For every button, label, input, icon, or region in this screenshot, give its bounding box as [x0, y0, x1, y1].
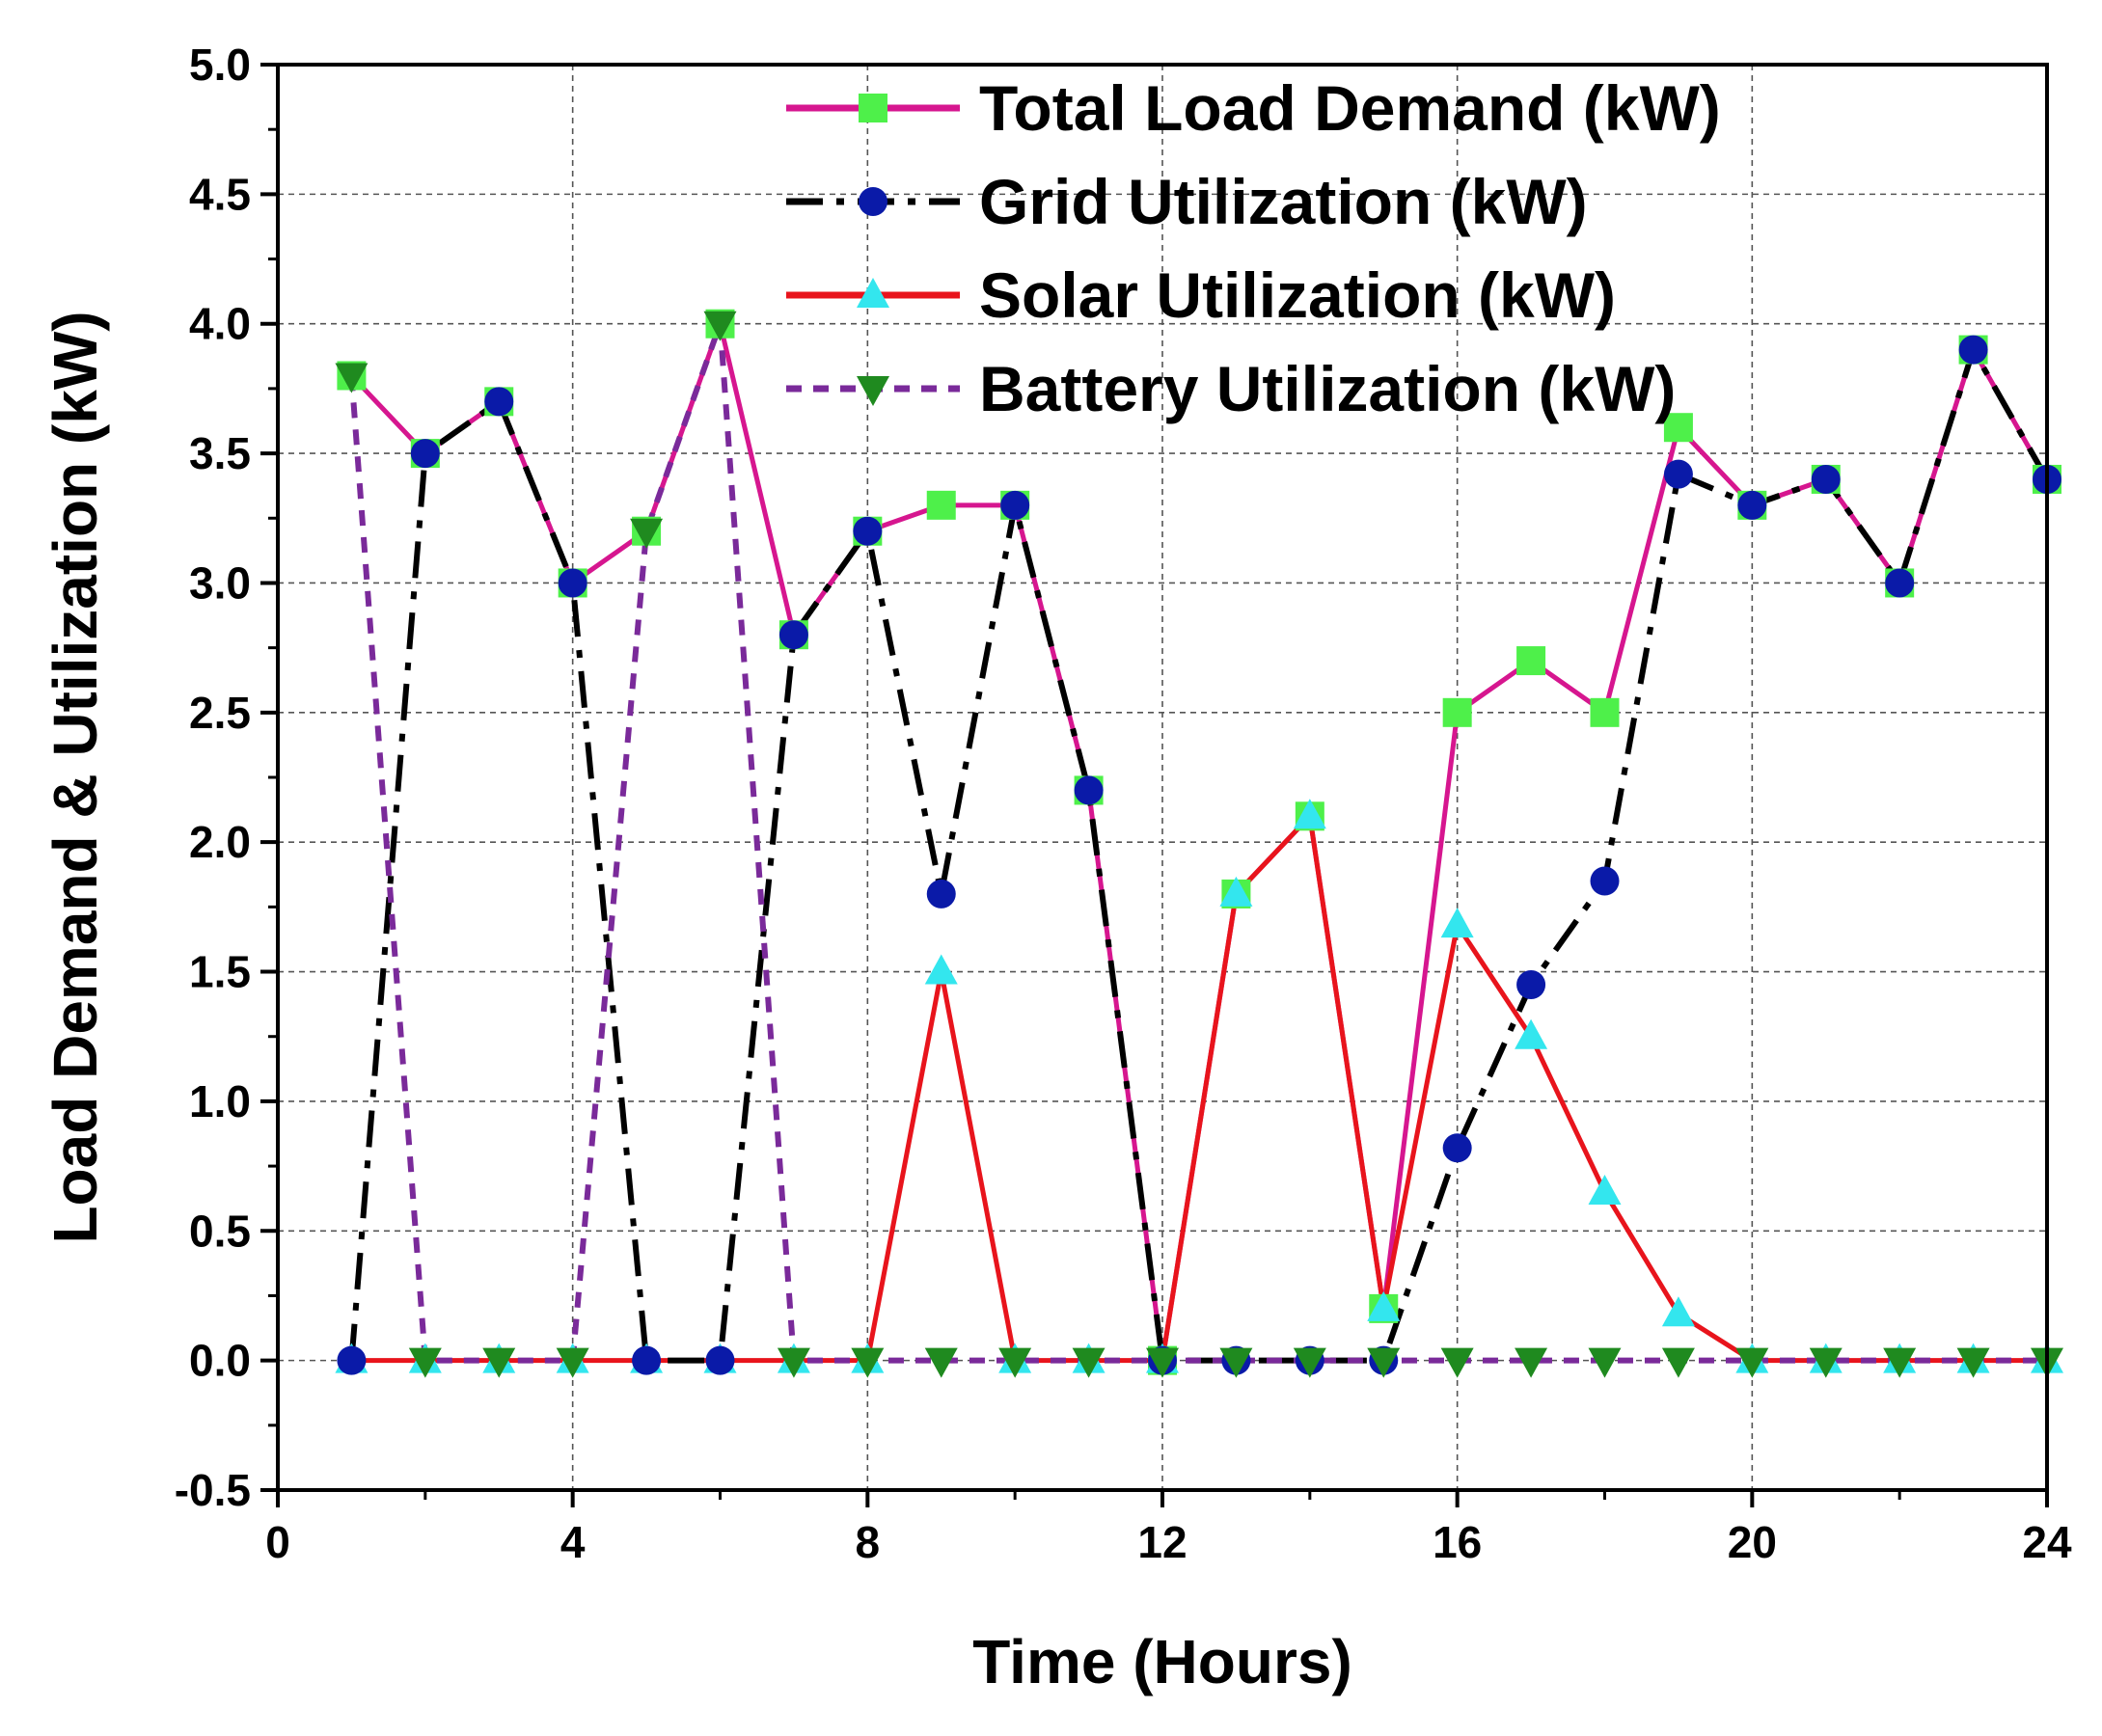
data-point-solar-utilization-kw	[1367, 1290, 1401, 1321]
data-point-total-load-demand-kw	[926, 490, 956, 520]
legend-label-grid-utilization-kw: Grid Utilization (kW)	[979, 166, 1588, 237]
legend: Total Load Demand (kW) Grid Utilization (…	[786, 72, 1721, 424]
data-point-battery-utilization-kw	[924, 1347, 958, 1378]
data-point-grid-utilization-kw	[705, 1345, 735, 1375]
legend-label-total-load-demand-kw: Total Load Demand (kW)	[979, 72, 1721, 144]
data-point-battery-utilization-kw	[1661, 1347, 1695, 1378]
y-tick-label: 0.0	[189, 1336, 251, 1386]
data-point-grid-utilization-kw	[1811, 464, 1841, 494]
data-point-battery-utilization-kw	[482, 1347, 516, 1378]
data-point-grid-utilization-kw	[1074, 775, 1104, 805]
data-point-grid-utilization-kw	[558, 568, 587, 598]
data-point-total-load-demand-kw	[1590, 697, 1620, 727]
data-point-grid-utilization-kw	[926, 879, 956, 909]
series-lines	[348, 320, 2050, 1364]
x-tick-label: 16	[1433, 1517, 1482, 1567]
y-tick-label: 3.0	[189, 557, 251, 608]
data-point-battery-utilization-kw	[1735, 1347, 1769, 1378]
data-point-solar-utilization-kw	[1515, 1018, 1548, 1049]
data-point-grid-utilization-kw	[778, 620, 808, 650]
data-point-solar-utilization-kw	[1588, 1174, 1622, 1205]
y-tick-label: 2.0	[189, 817, 251, 867]
series-line-total-load-demand-kw	[349, 321, 2050, 1364]
y-tick-label: 4.0	[189, 299, 251, 349]
data-point-grid-utilization-kw	[1000, 490, 1030, 520]
data-point-grid-utilization-kw	[1958, 335, 1988, 365]
x-tick-label: 0	[265, 1517, 290, 1567]
grid	[278, 65, 2047, 1490]
data-point-grid-utilization-kw	[1663, 459, 1693, 489]
x-tick-label: 20	[1728, 1517, 1777, 1567]
series-markers	[335, 309, 2063, 1378]
data-point-battery-utilization-kw	[1515, 1347, 1548, 1378]
x-axis-title: Time (Hours)	[972, 1627, 1352, 1696]
x-tick-label: 8	[856, 1517, 881, 1567]
x-tick-label: 12	[1137, 1517, 1187, 1567]
data-point-total-load-demand-kw	[1442, 697, 1472, 727]
data-point-solar-utilization-kw	[1293, 799, 1326, 829]
y-tick-label: 3.5	[189, 428, 251, 478]
data-point-grid-utilization-kw	[853, 516, 883, 546]
data-point-grid-utilization-kw	[1737, 490, 1767, 520]
data-point-battery-utilization-kw	[1219, 1347, 1253, 1378]
data-point-battery-utilization-kw	[408, 1347, 442, 1378]
data-point-total-load-demand-kw	[1663, 413, 1693, 443]
data-point-grid-utilization-kw	[337, 1345, 367, 1375]
legend-marker-battery-utilization-kw	[857, 376, 889, 406]
data-point-grid-utilization-kw	[632, 1345, 662, 1375]
data-point-solar-utilization-kw	[1661, 1296, 1695, 1327]
data-point-battery-utilization-kw	[1883, 1347, 1917, 1378]
y-tick-label: 2.5	[189, 688, 251, 738]
data-point-battery-utilization-kw	[1367, 1347, 1401, 1378]
data-point-grid-utilization-kw	[1442, 1133, 1472, 1163]
x-tick-label: 4	[560, 1517, 586, 1567]
data-point-grid-utilization-kw	[1885, 568, 1915, 598]
data-point-solar-utilization-kw	[1440, 908, 1474, 938]
data-point-total-load-demand-kw	[1516, 646, 1546, 676]
data-point-battery-utilization-kw	[1588, 1347, 1622, 1378]
series-line-grid-utilization-kw	[348, 346, 2050, 1364]
legend-label-solar-utilization-kw: Solar Utilization (kW)	[979, 259, 1616, 331]
data-point-battery-utilization-kw	[998, 1347, 1032, 1378]
data-point-battery-utilization-kw	[1293, 1347, 1326, 1378]
y-tick-label: 0.5	[189, 1206, 251, 1256]
data-point-battery-utilization-kw	[335, 363, 369, 393]
y-tick-label: 4.5	[189, 169, 251, 219]
data-point-battery-utilization-kw	[1146, 1347, 1179, 1378]
data-point-solar-utilization-kw	[1219, 876, 1253, 907]
y-tick-label: 5.0	[189, 40, 251, 90]
data-point-grid-utilization-kw	[1516, 969, 1546, 999]
data-point-solar-utilization-kw	[924, 954, 958, 985]
legend-marker-total-load-demand-kw	[859, 94, 887, 122]
data-point-battery-utilization-kw	[1809, 1347, 1843, 1378]
data-point-battery-utilization-kw	[630, 518, 664, 549]
data-point-battery-utilization-kw	[777, 1347, 810, 1378]
data-point-battery-utilization-kw	[1072, 1347, 1106, 1378]
x-tick-label: 24	[2022, 1517, 2072, 1567]
legend-marker-grid-utilization-kw	[859, 187, 887, 216]
y-tick-label: 1.5	[189, 947, 251, 997]
data-point-grid-utilization-kw	[1590, 866, 1620, 896]
data-point-grid-utilization-kw	[484, 387, 514, 417]
data-point-grid-utilization-kw	[410, 439, 440, 469]
y-axis-title: Load Demand & Utilization (kW)	[41, 311, 110, 1243]
y-tick-label: 1.0	[189, 1076, 251, 1126]
legend-label-battery-utilization-kw: Battery Utilization (kW)	[979, 353, 1676, 424]
series-line-solar-utilization-kw	[351, 813, 2047, 1364]
legend-marker-solar-utilization-kw	[857, 278, 889, 308]
axis-ticks: -0.5 0.0 0.5 1.0 1.5 2.0 2.5 3.0 3.5 4.0 4.5 5.0 0 4 8…	[175, 40, 2072, 1567]
series-line-battery-utilization-kw	[348, 320, 2047, 1364]
data-point-battery-utilization-kw	[1440, 1347, 1474, 1378]
data-point-battery-utilization-kw	[1956, 1347, 1990, 1378]
y-tick-label: -0.5	[175, 1465, 251, 1515]
data-point-battery-utilization-kw	[556, 1347, 589, 1378]
data-point-battery-utilization-kw	[703, 311, 737, 341]
data-point-battery-utilization-kw	[851, 1347, 885, 1378]
